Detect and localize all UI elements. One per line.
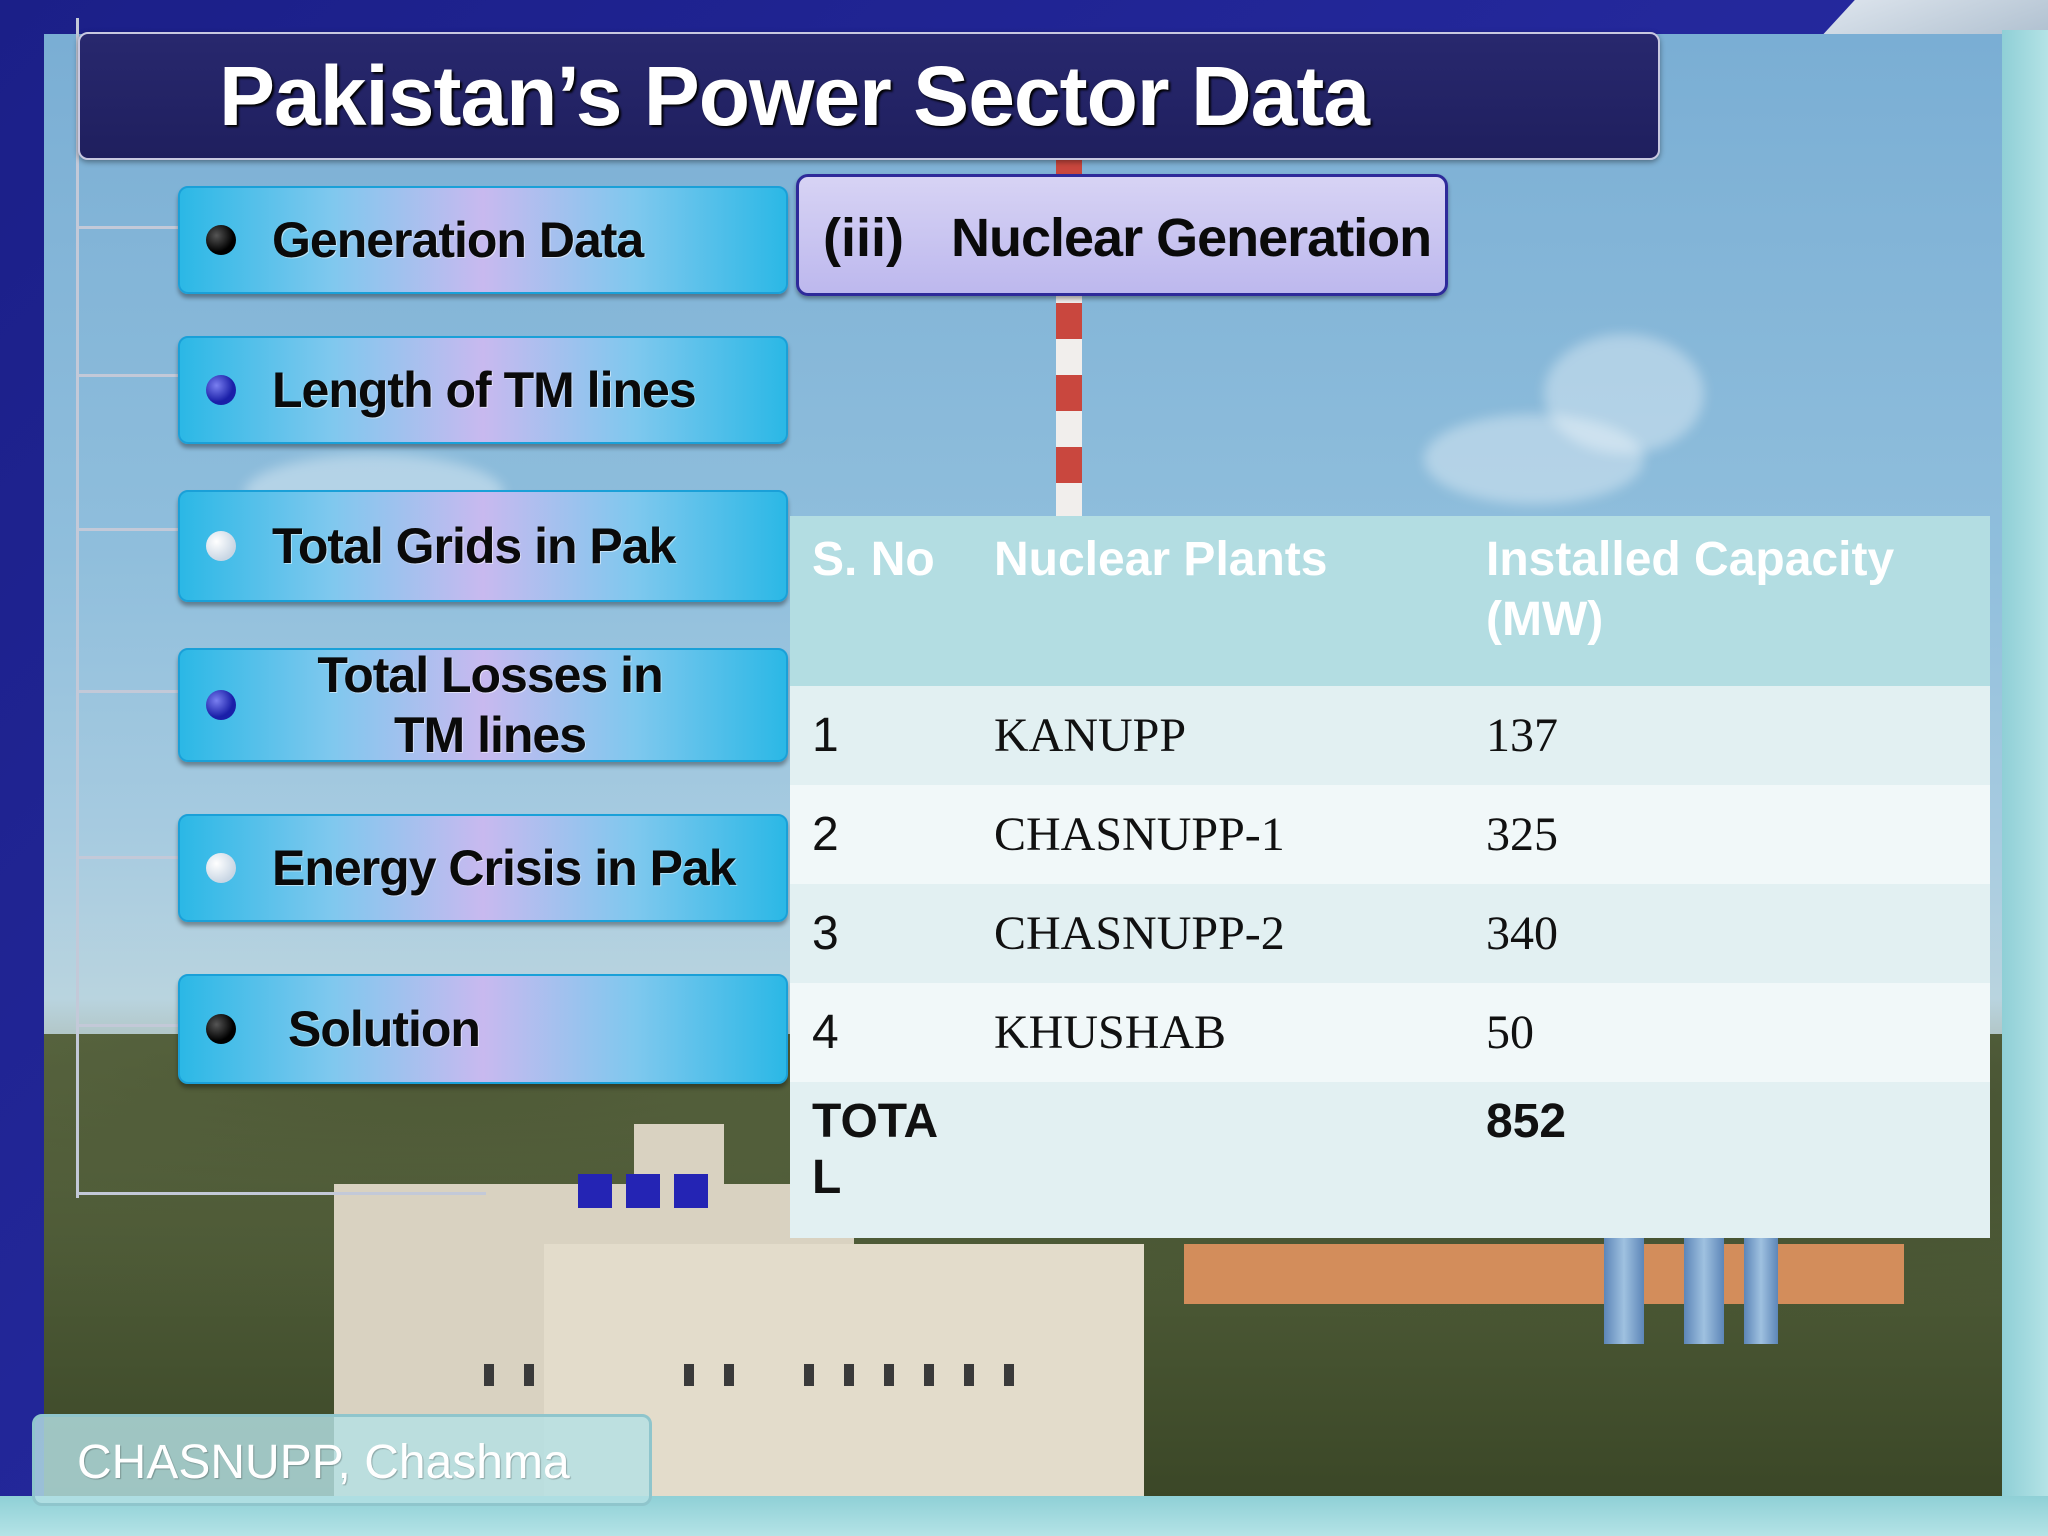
page-title: Pakistan’s Power Sector Data [218,49,1370,143]
capacity-cell: 340 [1464,884,1990,983]
menu-label: Length of TM lines [272,362,697,418]
serial-number-cell: 1 [790,686,972,785]
serial-number-cell: 2 [790,785,972,884]
title-bar: Pakistan’s Power Sector Data [78,32,1660,160]
menu-label: Total Losses in TM lines [317,647,663,763]
menu-connector [76,226,180,229]
total-value-cell: 852 [1464,1082,1990,1238]
nuclear-plants-table: S. No Nuclear Plants Installed Capacity … [790,516,1990,1238]
section-number: (iii) [823,208,904,268]
capacity-cell: 137 [1464,686,1990,785]
decorative-squares [578,1174,722,1213]
serial-number-cell: 4 [790,983,972,1082]
caption-text: CHASNUPP, Chashma [77,1436,570,1489]
table-header-row: S. No Nuclear Plants Installed Capacity … [790,516,1990,686]
empty-cell [972,1082,1464,1238]
capacity-cell: 50 [1464,983,1990,1082]
menu-energy-crisis[interactable]: Energy Crisis in Pak [178,814,788,922]
plant-name-cell: CHASNUPP-1 [972,785,1464,884]
plant-name-cell: CHASNUPP-2 [972,884,1464,983]
column-header: Installed Capacity (MW) [1464,516,1990,686]
menu-generation-data[interactable]: Generation Data [178,186,788,294]
menu-total-losses[interactable]: Total Losses in TM lines [178,647,788,763]
table-row: 1 KANUPP 137 [790,686,1990,785]
menu-connector-bottom [76,1192,486,1195]
capacity-cell: 325 [1464,785,1990,884]
menu-connector [76,374,180,377]
menu-connector [76,690,180,693]
menu-connector [76,1024,180,1027]
table-total-row: TOTAL 852 [790,1082,1990,1238]
plant-name-cell: KHUSHAB [972,983,1464,1082]
menu-label: Generation Data [272,212,644,268]
menu-total-grids[interactable]: Total Grids in Pak [178,490,788,602]
menu-label: Energy Crisis in Pak [272,840,737,896]
bullet-icon [206,375,236,405]
plant-name-cell: KANUPP [972,686,1464,785]
serial-number-cell: 3 [790,884,972,983]
bullet-icon [206,225,236,255]
photo-caption: CHASNUPP, Chashma [32,1414,652,1506]
menu-label: Total Grids in Pak [272,518,676,574]
bullet-icon [206,531,236,561]
bullet-icon [206,1014,236,1044]
column-header: S. No [790,516,972,686]
frame-right-edge [2002,30,2048,1536]
menu-connector [76,528,180,531]
column-header: Nuclear Plants [972,516,1464,686]
table-row: 3 CHASNUPP-2 340 [790,884,1990,983]
table-row: 2 CHASNUPP-1 325 [790,785,1990,884]
bullet-icon [206,853,236,883]
total-label-cell: TOTAL [790,1082,972,1238]
bullet-icon [206,690,236,720]
table-row: 4 KHUSHAB 50 [790,983,1990,1082]
menu-connector-line [76,18,79,1198]
menu-solution[interactable]: Solution [178,974,788,1084]
section-title: Nuclear Generation [951,208,1432,268]
menu-length-of-tm-lines[interactable]: Length of TM lines [178,336,788,444]
menu-label: Solution [288,1001,481,1057]
section-heading-box: (iii) Nuclear Generation [796,174,1448,296]
menu-connector [76,856,180,859]
